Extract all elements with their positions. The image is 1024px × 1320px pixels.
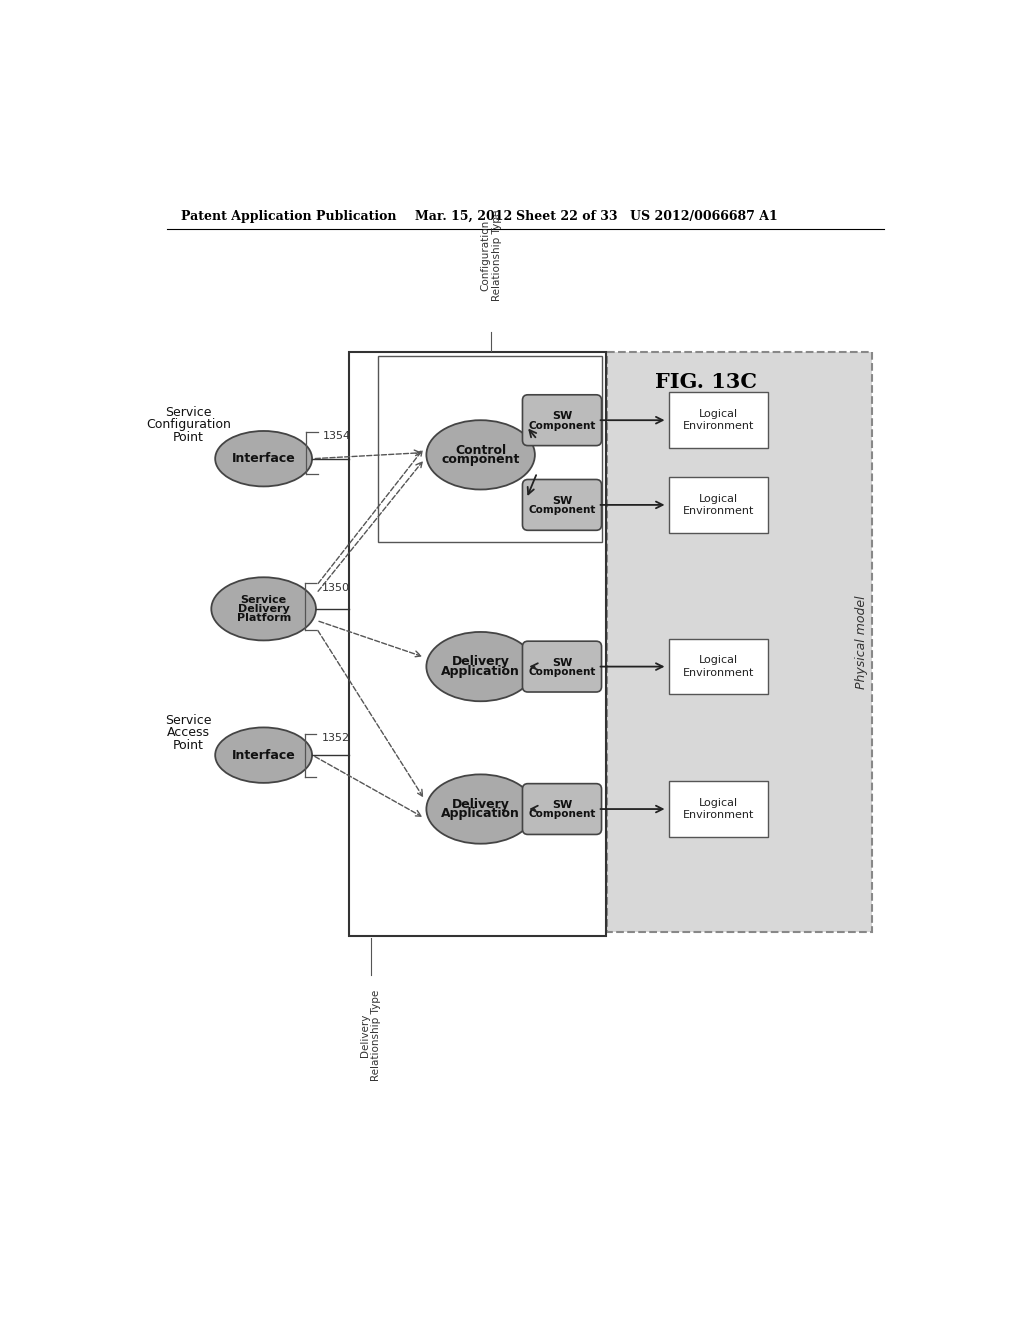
Text: Delivery
Relationship Type: Delivery Relationship Type xyxy=(359,990,381,1081)
FancyBboxPatch shape xyxy=(522,784,601,834)
FancyBboxPatch shape xyxy=(669,781,768,837)
FancyBboxPatch shape xyxy=(378,356,602,543)
Ellipse shape xyxy=(426,420,535,490)
Text: 1354: 1354 xyxy=(324,430,351,441)
Ellipse shape xyxy=(426,775,535,843)
Text: Component: Component xyxy=(528,809,596,820)
Text: 1352: 1352 xyxy=(322,733,350,743)
FancyBboxPatch shape xyxy=(669,478,768,533)
FancyBboxPatch shape xyxy=(669,639,768,694)
Text: SW: SW xyxy=(552,800,572,810)
Text: FIG. 13C: FIG. 13C xyxy=(655,372,757,392)
Text: US 2012/0066687 A1: US 2012/0066687 A1 xyxy=(630,210,778,223)
Text: Point: Point xyxy=(173,430,204,444)
Text: Logical: Logical xyxy=(699,656,738,665)
Text: Component: Component xyxy=(528,667,596,677)
Text: Delivery: Delivery xyxy=(452,656,510,668)
Polygon shape xyxy=(607,352,872,932)
Ellipse shape xyxy=(215,727,312,783)
Text: Point: Point xyxy=(173,739,204,751)
Text: Environment: Environment xyxy=(683,810,755,820)
Text: Patent Application Publication: Patent Application Publication xyxy=(180,210,396,223)
Text: Service: Service xyxy=(165,714,212,727)
FancyBboxPatch shape xyxy=(522,395,601,446)
FancyBboxPatch shape xyxy=(522,642,601,692)
Ellipse shape xyxy=(211,577,316,640)
Text: SW: SW xyxy=(552,412,572,421)
FancyBboxPatch shape xyxy=(349,352,606,936)
Text: Configuration
Relationship Type: Configuration Relationship Type xyxy=(480,210,502,301)
FancyBboxPatch shape xyxy=(669,392,768,447)
Text: Component: Component xyxy=(528,506,596,515)
Text: SW: SW xyxy=(552,657,572,668)
Text: component: component xyxy=(441,453,520,466)
Text: Application: Application xyxy=(441,807,520,820)
Ellipse shape xyxy=(426,632,535,701)
Ellipse shape xyxy=(215,430,312,487)
Text: Delivery: Delivery xyxy=(238,603,290,614)
Text: Environment: Environment xyxy=(683,421,755,432)
Text: Delivery: Delivery xyxy=(452,797,510,810)
Text: Component: Component xyxy=(528,421,596,430)
Text: Logical: Logical xyxy=(699,494,738,504)
Text: 1350: 1350 xyxy=(322,583,350,593)
Text: Environment: Environment xyxy=(683,668,755,677)
Text: Interface: Interface xyxy=(231,453,296,465)
Text: Logical: Logical xyxy=(699,797,738,808)
Text: Physical model: Physical model xyxy=(855,595,868,689)
Text: Service: Service xyxy=(165,407,212,418)
Text: Sheet 22 of 33: Sheet 22 of 33 xyxy=(515,210,617,223)
Text: Control: Control xyxy=(455,444,506,457)
Text: Application: Application xyxy=(441,665,520,677)
Text: Service: Service xyxy=(241,594,287,605)
Text: SW: SW xyxy=(552,496,572,506)
Text: Platform: Platform xyxy=(237,612,291,623)
Text: Configuration: Configuration xyxy=(146,418,230,432)
Text: Mar. 15, 2012: Mar. 15, 2012 xyxy=(415,210,512,223)
FancyBboxPatch shape xyxy=(522,479,601,531)
Text: Interface: Interface xyxy=(231,748,296,762)
Text: Logical: Logical xyxy=(699,409,738,418)
Text: Environment: Environment xyxy=(683,506,755,516)
Text: Access: Access xyxy=(167,726,210,739)
